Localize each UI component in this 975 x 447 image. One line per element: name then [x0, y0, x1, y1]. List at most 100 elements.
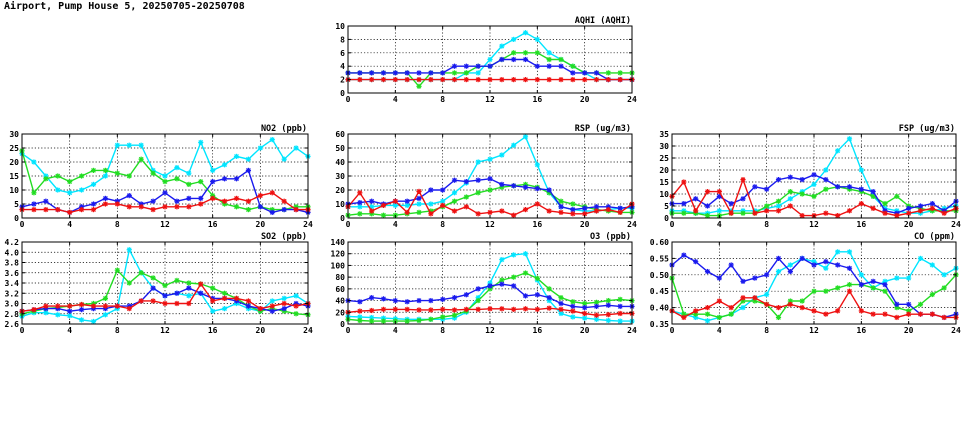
data-point-green — [570, 201, 576, 207]
data-point-blue — [906, 205, 912, 211]
x-tick-label: 20 — [580, 220, 590, 229]
data-point-blue — [463, 292, 469, 298]
data-point-blue — [716, 275, 722, 281]
data-point-blue — [392, 297, 398, 304]
data-point-red — [31, 207, 37, 213]
data-point-blue — [752, 275, 758, 281]
data-point-red — [882, 311, 888, 317]
data-point-red — [233, 295, 240, 301]
data-point-blue — [162, 293, 168, 299]
data-point-red — [693, 308, 699, 314]
data-point-green — [775, 198, 782, 204]
x-tick-label: 16 — [533, 220, 543, 229]
data-point-blue — [90, 201, 97, 207]
data-point-red — [31, 307, 37, 313]
data-point-red — [162, 300, 168, 307]
x-tick-label: 4 — [393, 326, 398, 335]
data-point-red — [799, 213, 805, 219]
data-point-blue — [811, 262, 817, 268]
data-point-blue — [558, 204, 564, 210]
data-point-red — [67, 209, 73, 215]
data-point-red — [162, 204, 168, 210]
data-point-red — [894, 213, 900, 219]
y-tick-label: 0.60 — [650, 238, 669, 247]
data-point-blue — [511, 56, 517, 63]
data-point-cyan — [269, 137, 275, 143]
data-point-green — [186, 280, 192, 286]
data-point-blue — [752, 184, 758, 190]
data-point-green — [43, 176, 49, 182]
data-point-blue — [787, 174, 793, 180]
x-tick-label: 20 — [256, 326, 266, 335]
data-point-green — [78, 173, 85, 179]
data-point-cyan — [174, 165, 180, 171]
data-point-blue — [775, 177, 782, 183]
data-point-blue — [835, 262, 841, 268]
data-point-red — [582, 77, 588, 83]
data-point-blue — [357, 70, 363, 76]
data-point-green — [882, 201, 888, 207]
y-tick-label: 100 — [331, 261, 346, 270]
data-point-cyan — [835, 148, 841, 154]
chart-title: RSP (ug/m3) — [575, 124, 631, 134]
data-point-red — [126, 204, 132, 210]
x-tick-label: 0 — [670, 220, 675, 229]
data-point-cyan — [522, 30, 529, 36]
x-tick-label: 12 — [485, 220, 495, 229]
x-tick-label: 4 — [67, 326, 72, 335]
data-point-green — [451, 312, 458, 318]
data-point-red — [210, 298, 216, 304]
data-point-green — [380, 318, 387, 324]
data-point-green — [894, 193, 900, 199]
data-point-green — [357, 211, 363, 217]
data-point-green — [775, 314, 782, 321]
y-tick-label: 3.0 — [5, 300, 20, 309]
data-point-green — [534, 275, 540, 281]
data-point-cyan — [941, 272, 947, 278]
data-point-red — [451, 307, 458, 313]
data-point-cyan — [894, 275, 900, 281]
data-point-green — [511, 274, 517, 280]
data-point-green — [138, 270, 144, 276]
data-point-blue — [357, 299, 363, 305]
data-point-red — [681, 179, 687, 185]
data-point-blue — [693, 196, 699, 202]
data-point-blue — [404, 70, 410, 76]
data-point-cyan — [67, 313, 73, 319]
data-point-green — [546, 286, 552, 292]
data-point-green — [210, 285, 216, 291]
data-point-cyan — [546, 50, 552, 56]
data-point-blue — [546, 187, 552, 193]
data-point-red — [269, 190, 275, 196]
data-point-blue — [704, 203, 711, 209]
data-point-cyan — [929, 262, 935, 268]
data-point-blue — [499, 181, 505, 187]
data-point-red — [693, 208, 699, 214]
data-point-red — [186, 204, 192, 210]
y-tick-label: 40 — [335, 297, 345, 306]
data-point-green — [126, 173, 132, 179]
data-point-red — [704, 189, 711, 195]
data-point-green — [811, 193, 817, 199]
data-point-red — [941, 314, 947, 321]
data-point-green — [917, 301, 924, 307]
data-point-green — [522, 270, 529, 276]
data-point-red — [704, 305, 711, 311]
data-point-red — [917, 208, 924, 214]
x-tick-label: 12 — [160, 326, 170, 335]
data-point-cyan — [186, 170, 192, 176]
data-point-red — [90, 303, 97, 309]
data-point-red — [257, 193, 263, 199]
data-point-red — [293, 207, 299, 213]
y-tick-label: 30 — [335, 172, 345, 181]
data-point-blue — [870, 278, 876, 284]
data-point-blue — [281, 207, 287, 213]
data-point-red — [174, 204, 180, 210]
data-point-red — [150, 298, 156, 304]
data-point-blue — [451, 177, 458, 183]
y-tick-label: 10 — [9, 186, 19, 195]
data-point-green — [870, 285, 876, 291]
data-point-blue — [416, 70, 422, 76]
